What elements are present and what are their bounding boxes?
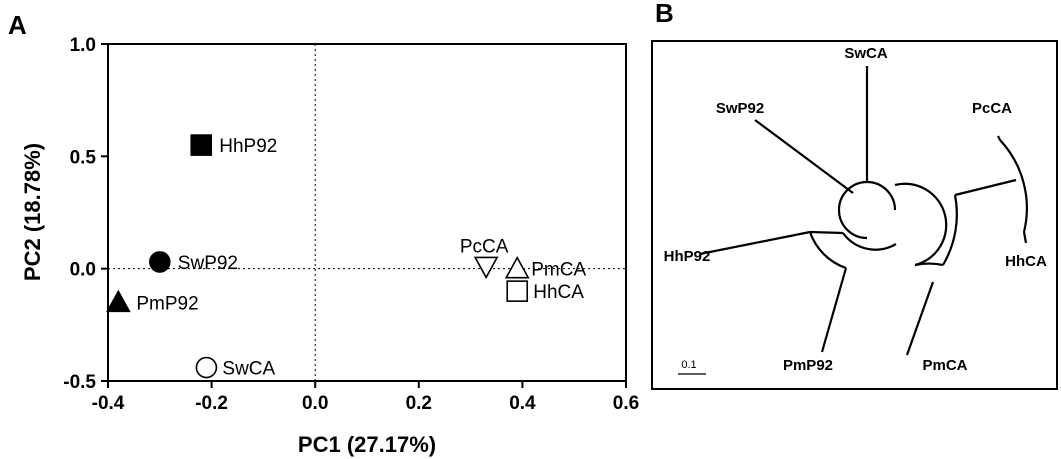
y-tick-label: -0.5: [63, 372, 96, 393]
branch-hhp92-stem: [809, 230, 844, 235]
leaf-swca: SwCA: [844, 45, 888, 62]
x-axis-ticks: -0.4 -0.2 0.0 0.2 0.4 0.6: [92, 381, 639, 414]
tree-frame: [651, 40, 1058, 390]
branch-pcca: [997, 135, 1001, 141]
x-tick-label: -0.2: [195, 393, 228, 414]
point-hhca: [506, 280, 529, 302]
point-label-hhp92: HhP92: [219, 136, 277, 157]
y-tick-label: 1.0: [70, 35, 96, 56]
branch-pmp92: [820, 267, 848, 353]
y-axis-ticks: -0.5 0.0 0.5 1.0: [63, 35, 108, 393]
branch-hhp92: [699, 230, 811, 256]
y-axis-title: PC2 (18.78%): [20, 143, 45, 281]
point-label-hhca: HhCA: [533, 282, 584, 303]
leaf-hhca: HhCA: [1005, 253, 1047, 270]
x-axis-title: PC1 (27.17%): [298, 432, 436, 457]
point-label-swp92: SwP92: [178, 253, 238, 274]
x-tick-label: 0.2: [406, 393, 432, 414]
leaf-swp92: SwP92: [716, 100, 764, 117]
branch-hhp92-pmp92-arc: [808, 231, 847, 270]
x-tick-label: 0.0: [302, 393, 328, 414]
point-label-swca: SwCA: [222, 359, 275, 380]
x-tick-label: 0.4: [509, 393, 536, 414]
branch-pmca-arc: [914, 262, 944, 267]
leaf-hhp92: HhP92: [664, 248, 711, 265]
point-label-pcca: PcCA: [460, 236, 509, 257]
point-label-pmca: PmCA: [531, 260, 586, 281]
phylogenetic-tree: SwCA SwP92 PcCA HhP92 HhCA PmP92 PmCA 0.…: [651, 40, 1058, 390]
reference-lines: [108, 44, 626, 381]
branch-p92-arc: [842, 232, 897, 251]
point-pmca: [504, 256, 530, 279]
branch-ca-arc: [894, 182, 948, 267]
branch-pmca: [905, 281, 935, 356]
point-swca: [195, 356, 218, 379]
branch-pcca-hhca-stem: [954, 178, 1017, 197]
leaf-pmp92: PmP92: [783, 357, 833, 374]
tree-branches: [699, 66, 1028, 356]
scale-bar-label: 0.1: [681, 359, 696, 371]
point-hhp92: [190, 134, 213, 156]
branch-hhca: [1022, 231, 1028, 244]
branch-outer-arc: [942, 194, 958, 266]
plot-frame: [107, 43, 627, 382]
branch-swp92: [754, 119, 854, 194]
branch-inner-arc: [837, 180, 897, 240]
point-label-pmp92: PmP92: [136, 293, 198, 314]
panel-b-label: B: [655, 0, 674, 28]
y-tick-label: 0.5: [70, 147, 97, 168]
panel-a-label: A: [8, 10, 27, 40]
point-pcca: [473, 256, 499, 280]
point-swp92: [149, 251, 171, 273]
leaf-pcca: PcCA: [972, 100, 1012, 117]
leaf-pmca: PmCA: [922, 357, 967, 374]
point-pmp92: [106, 289, 131, 313]
x-tick-label: 0.6: [613, 393, 639, 414]
branch-pcca-hhca-arc: [999, 139, 1028, 233]
pca-scatter-plot: -0.4 -0.2 0.0 0.2 0.4 0.6 -0.5 0.0 0.5 1.0 HhP92…: [20, 35, 639, 457]
x-tick-label: -0.4: [92, 393, 125, 414]
y-tick-label: 0.0: [70, 260, 96, 281]
